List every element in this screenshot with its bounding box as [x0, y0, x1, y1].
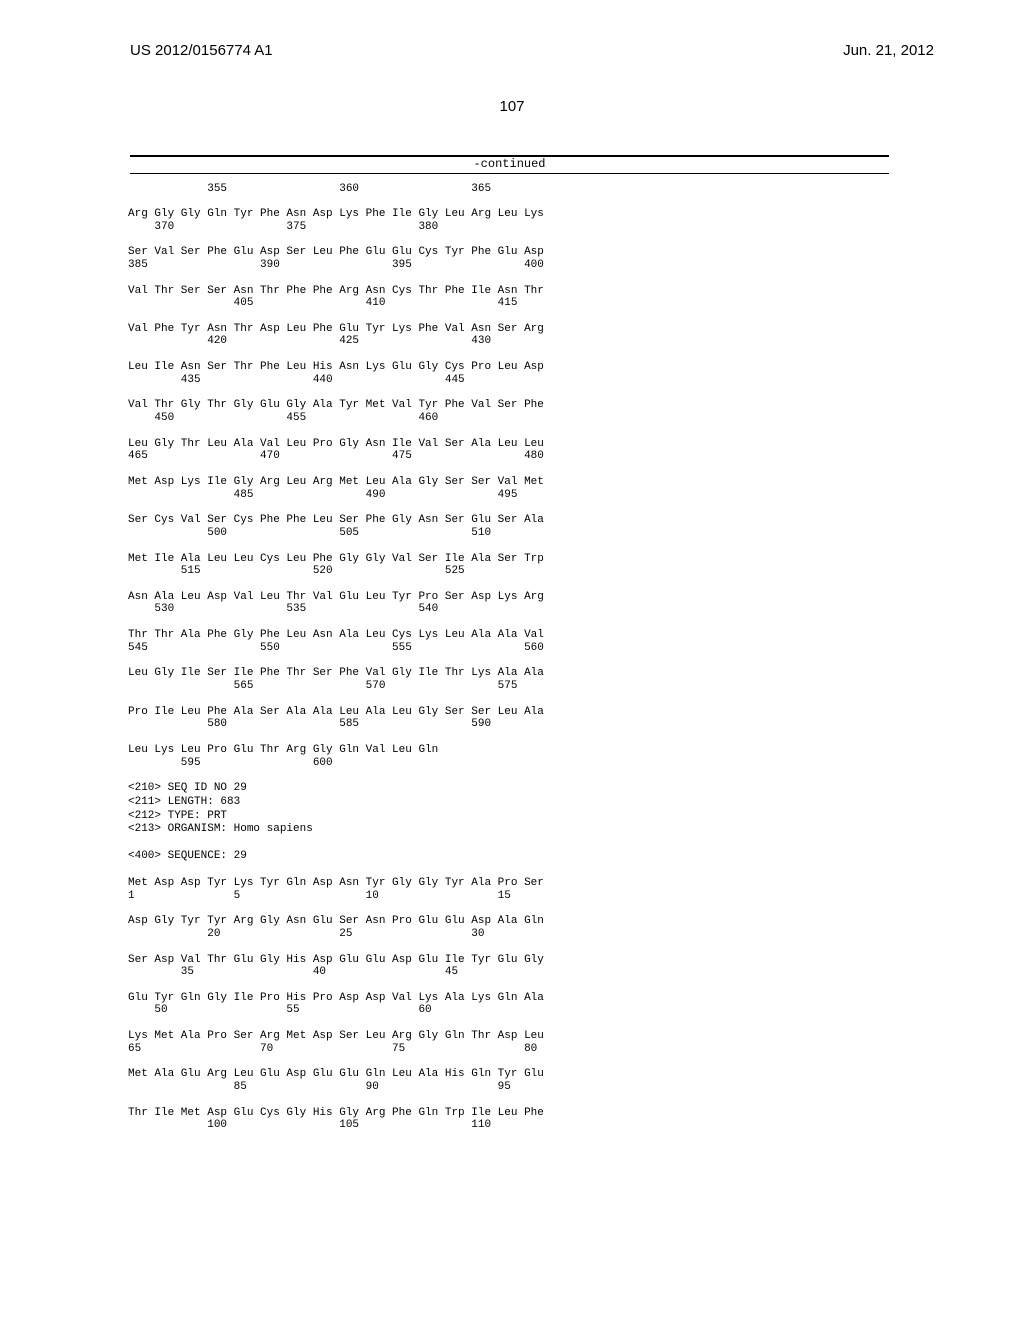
- publication-number: US 2012/0156774 A1: [130, 42, 273, 59]
- sequence-block: Leu Gly Thr Leu Ala Val Leu Pro Gly Asn …: [128, 438, 868, 463]
- sequence-block: Met Ile Ala Leu Leu Cys Leu Phe Gly Gly …: [128, 553, 868, 578]
- publication-date: Jun. 21, 2012: [843, 42, 934, 59]
- sequence-block: Glu Tyr Gln Gly Ile Pro His Pro Asp Asp …: [128, 992, 868, 1017]
- sequence-block: Asp Gly Tyr Tyr Arg Gly Asn Glu Ser Asn …: [128, 915, 868, 940]
- sequence-block: Met Asp Asp Tyr Lys Tyr Gln Asp Asn Tyr …: [128, 877, 868, 902]
- sequence-block: Leu Gly Ile Ser Ile Phe Thr Ser Phe Val …: [128, 667, 868, 692]
- continued-label: -continued: [130, 157, 889, 171]
- sequence-block: Thr Ile Met Asp Glu Cys Gly His Gly Arg …: [128, 1107, 868, 1132]
- sequence-block: Ser Asp Val Thr Glu Gly His Asp Glu Glu …: [128, 954, 868, 979]
- sequence-meta: <400> SEQUENCE: 29: [128, 850, 868, 864]
- sequence-block: Lys Met Ala Pro Ser Arg Met Asp Ser Leu …: [128, 1030, 868, 1055]
- sequence-block: Val Thr Gly Thr Gly Glu Gly Ala Tyr Met …: [128, 399, 868, 424]
- sequence-block: Thr Thr Ala Phe Gly Phe Leu Asn Ala Leu …: [128, 629, 868, 654]
- page-header: US 2012/0156774 A1 Jun. 21, 2012: [0, 42, 1024, 66]
- page-number: 107: [0, 98, 1024, 115]
- sequence-block: Val Phe Tyr Asn Thr Asp Leu Phe Glu Tyr …: [128, 323, 868, 348]
- continued-separator: -continued: [130, 155, 889, 174]
- position-number-line: 355 360 365: [128, 184, 868, 195]
- sequence-block: Val Thr Ser Ser Asn Thr Phe Phe Arg Asn …: [128, 285, 868, 310]
- sequence-block: Asn Ala Leu Asp Val Leu Thr Val Glu Leu …: [128, 591, 868, 616]
- sequence-block: Ser Val Ser Phe Glu Asp Ser Leu Phe Glu …: [128, 246, 868, 271]
- sequence-meta: <210> SEQ ID NO 29 <211> LENGTH: 683 <21…: [128, 782, 868, 837]
- sequence-block: Leu Ile Asn Ser Thr Phe Leu His Asn Lys …: [128, 361, 868, 386]
- sequence-block: Met Ala Glu Arg Leu Glu Asp Glu Glu Gln …: [128, 1068, 868, 1093]
- continued-separator-bottom: [130, 173, 889, 174]
- sequence-listing: 355 360 365 Arg Gly Gly Gln Tyr Phe Asn A…: [128, 184, 868, 1145]
- sequence-block: Pro Ile Leu Phe Ala Ser Ala Ala Leu Ala …: [128, 706, 868, 731]
- sequence-block: Ser Cys Val Ser Cys Phe Phe Leu Ser Phe …: [128, 514, 868, 539]
- sequence-block: Met Asp Lys Ile Gly Arg Leu Arg Met Leu …: [128, 476, 868, 501]
- sequence-block: Arg Gly Gly Gln Tyr Phe Asn Asp Lys Phe …: [128, 208, 868, 233]
- sequence-block: Leu Lys Leu Pro Glu Thr Arg Gly Gln Val …: [128, 744, 868, 769]
